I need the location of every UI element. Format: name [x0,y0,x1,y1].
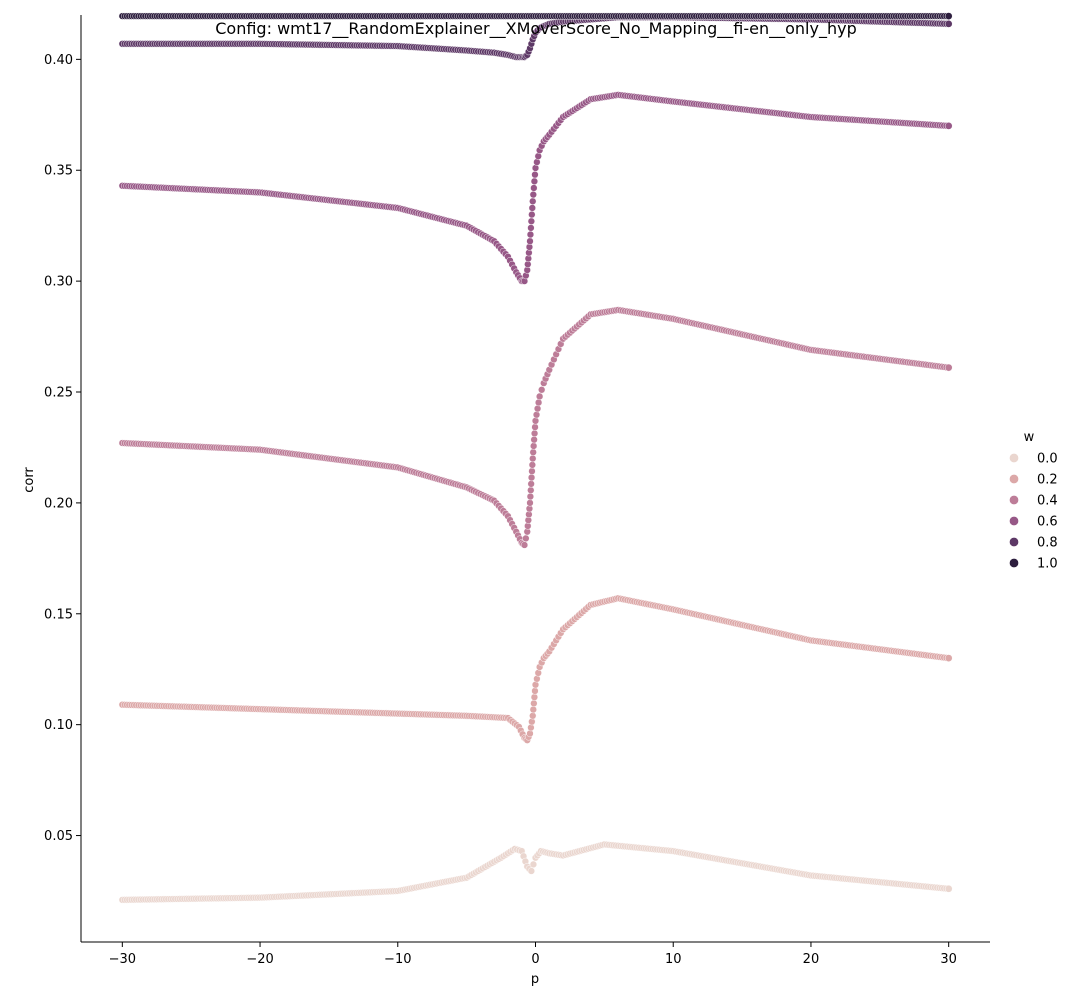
data-point [538,386,545,393]
data-point [528,225,535,232]
data-point [527,487,534,494]
data-point [532,165,539,172]
x-tick-label: 10 [665,952,682,967]
data-point-end [945,122,952,129]
data-point [528,474,535,481]
data-point [530,700,537,707]
x-tick-label: 20 [803,952,820,967]
data-point-end [945,20,952,27]
data-point-end [945,655,952,662]
data-point [535,399,542,406]
legend: w 0.0 0.2 0.4 0.6 0.8 1.0 [1009,430,1057,572]
series-w-0.6 [119,91,952,284]
legend-label: 0.6 [1037,515,1058,530]
y-tick-label: 0.30 [44,275,73,290]
y-axis-label: corr [22,467,37,493]
data-point [536,393,543,400]
data-point [532,681,539,688]
legend-title: w [1024,430,1035,445]
data-point-end [945,364,952,371]
data-point [533,411,540,418]
x-tick-label: 30 [940,952,957,967]
legend-label: 0.2 [1037,473,1058,488]
x-tick-label: −30 [109,952,136,967]
x-tick-label: 0 [531,952,539,967]
y-tick-label: 0.40 [44,53,73,68]
data-point [528,218,535,225]
series-w-0.0 [119,841,952,903]
data-point [528,724,535,731]
data-point [527,730,534,737]
x-axis-label: p [531,972,539,987]
data-point [530,706,537,713]
data-point [527,238,534,245]
legend-marker [1009,558,1018,567]
data-point [535,153,542,160]
data-point [528,868,535,875]
data-point [533,675,540,682]
legend-label: 1.0 [1037,557,1058,572]
data-point [531,430,538,437]
data-point-end [945,885,952,892]
y-tick-label: 0.35 [44,164,73,179]
legend-label: 0.8 [1037,536,1058,551]
y-tick-label: 0.20 [44,496,73,511]
legend-marker [1009,474,1018,483]
data-point [534,405,541,412]
data-point [532,424,539,431]
data-point [530,443,537,450]
legend-marker [1009,516,1018,525]
data-point [529,198,536,205]
x-tick-label: −20 [246,952,273,967]
series-w-0.4 [119,307,952,549]
data-point [532,688,539,695]
data-point [530,449,537,456]
chart-title: Config: wmt17__RandomExplainer__XMoverSc… [215,19,856,39]
data-point [530,185,537,192]
data-points-layer [119,13,952,904]
legend-label: 0.0 [1037,452,1058,467]
data-point [531,178,538,185]
legend-marker [1009,453,1018,462]
data-point [529,205,536,212]
data-point [532,171,539,178]
data-point [529,468,536,475]
legend-marker [1009,537,1018,546]
data-point [530,861,537,868]
data-point [528,211,535,218]
data-point [528,480,535,487]
data-point [529,455,536,462]
data-point [533,159,540,166]
y-tick-label: 0.25 [44,386,73,401]
data-point [528,718,535,725]
series-w-0.2 [119,595,952,744]
data-point [532,417,539,424]
data-point [531,694,538,701]
data-point [521,542,528,549]
data-point [522,535,529,542]
data-point [535,670,542,677]
x-tick-label: −10 [384,952,411,967]
data-point [529,712,536,719]
legend-label: 0.4 [1037,494,1058,509]
data-point [527,499,534,506]
y-tick-label: 0.15 [44,607,73,622]
y-tick-label: 0.10 [44,718,73,733]
data-point-end [945,13,952,20]
data-point [527,231,534,238]
y-tick-label: 0.05 [44,829,73,844]
data-point [529,461,536,468]
data-point [530,191,537,198]
legend-marker [1009,495,1018,504]
data-point [527,493,534,500]
data-point [531,436,538,443]
